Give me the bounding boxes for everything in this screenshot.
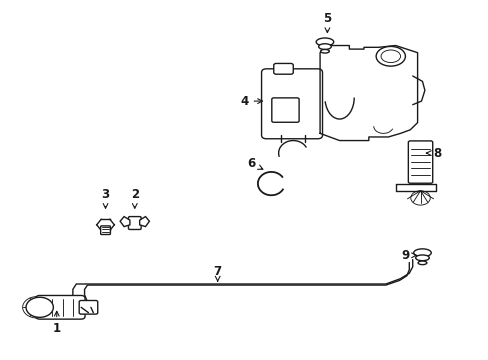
Text: 8: 8 [426,147,440,159]
FancyBboxPatch shape [36,296,85,319]
Ellipse shape [415,255,428,261]
Ellipse shape [417,261,426,265]
Circle shape [26,297,53,318]
FancyBboxPatch shape [273,63,293,74]
Ellipse shape [375,46,405,66]
Circle shape [410,191,429,205]
Polygon shape [140,217,149,226]
Ellipse shape [320,49,329,53]
Text: 3: 3 [102,188,109,208]
Ellipse shape [413,249,430,257]
Text: 7: 7 [213,265,221,281]
Text: 9: 9 [401,249,415,262]
Polygon shape [120,217,130,226]
FancyBboxPatch shape [271,98,299,122]
Ellipse shape [380,50,400,63]
FancyBboxPatch shape [128,217,141,229]
Ellipse shape [318,44,330,49]
Text: 6: 6 [247,157,262,170]
FancyBboxPatch shape [261,69,322,139]
Text: 4: 4 [240,95,262,108]
Text: 1: 1 [53,311,61,335]
FancyBboxPatch shape [407,141,432,183]
Text: 5: 5 [323,12,331,32]
Ellipse shape [316,38,333,46]
Text: 2: 2 [130,188,139,208]
FancyBboxPatch shape [101,226,110,234]
Circle shape [132,221,138,225]
FancyBboxPatch shape [79,301,98,314]
